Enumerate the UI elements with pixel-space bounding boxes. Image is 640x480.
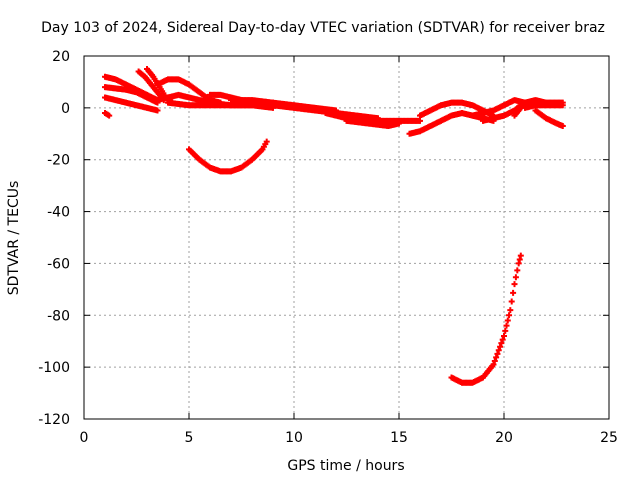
series-arc-15 [343, 117, 402, 130]
x-tick-label: 20 [495, 430, 513, 446]
series-arc-16 [186, 138, 270, 175]
data-point [516, 256, 523, 263]
x-tick-label: 10 [285, 430, 303, 446]
data-point [503, 322, 510, 329]
data-point [106, 112, 113, 119]
series-arc-4 [102, 110, 113, 119]
series-arc-2 [102, 84, 161, 106]
data-points [102, 65, 566, 386]
y-tick-label: -20 [47, 153, 70, 169]
y-tick-labels: 20 0 -20 -40 -60 -80 -100 -120 [38, 49, 70, 428]
series-arc-24 [522, 102, 566, 111]
series-arc-3 [102, 94, 161, 114]
y-tick-label: -100 [38, 360, 70, 376]
plot-frame [83, 55, 610, 420]
data-point [417, 117, 423, 124]
data-point [396, 120, 402, 127]
data-point [515, 260, 522, 267]
data-point [493, 354, 500, 361]
data-point [510, 289, 517, 296]
data-point [507, 307, 514, 314]
x-tick-labels: 0 5 10 15 20 25 [80, 430, 618, 446]
x-axis-label: GPS time / hours [287, 458, 404, 474]
data-point [154, 107, 161, 114]
data-point [499, 336, 506, 343]
chart-title: Day 103 of 2024, Sidereal Day-to-day VTE… [41, 20, 605, 36]
y-axis-label: SDTVAR / TECUs [6, 181, 22, 296]
x-tick-label: 5 [185, 430, 194, 446]
data-point [514, 267, 521, 274]
data-point [517, 252, 524, 259]
data-point [511, 281, 518, 288]
data-point [495, 347, 502, 354]
data-point [491, 357, 498, 364]
data-point [506, 312, 513, 319]
y-tick-label: 20 [52, 49, 70, 65]
data-point [498, 340, 505, 347]
x-tick-label: 0 [80, 430, 89, 446]
data-point [508, 298, 515, 305]
x-tick-label: 25 [600, 430, 618, 446]
y-tick-label: 0 [61, 101, 70, 117]
data-point [502, 327, 509, 334]
data-point [512, 274, 519, 281]
x-tick-label: 15 [390, 430, 408, 446]
gridlines [84, 56, 609, 419]
data-point [490, 361, 497, 368]
series-arc-20 [469, 97, 539, 119]
y-tick-label: -120 [38, 412, 70, 428]
series-arc-18 [417, 99, 497, 119]
data-point [504, 317, 511, 324]
data-point [497, 343, 504, 350]
tick-marks [83, 55, 610, 420]
series-arc-23 [532, 107, 566, 130]
y-tick-label: -80 [47, 308, 70, 324]
data-point [494, 350, 501, 357]
data-point [263, 138, 270, 145]
data-point [559, 123, 566, 130]
series-arc-19 [448, 252, 524, 386]
data-point [501, 333, 507, 340]
y-tick-label: -40 [47, 205, 70, 221]
data-point [559, 102, 566, 109]
y-tick-label: -60 [47, 256, 70, 272]
